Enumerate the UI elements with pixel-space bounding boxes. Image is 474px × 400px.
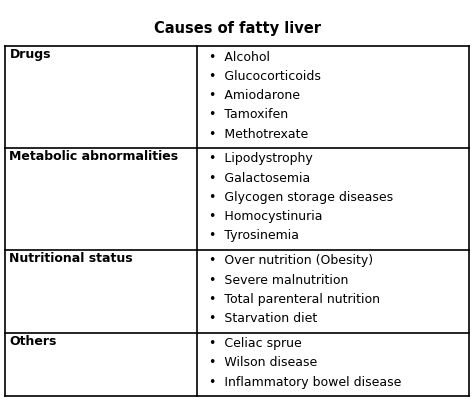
Text: Causes of fatty liver: Causes of fatty liver bbox=[154, 22, 320, 36]
Text: Metabolic abnormalities: Metabolic abnormalities bbox=[9, 150, 179, 163]
Text: •  Over nutrition (Obesity): • Over nutrition (Obesity) bbox=[209, 254, 373, 268]
Text: Others: Others bbox=[9, 335, 57, 348]
Text: •  Glycogen storage diseases: • Glycogen storage diseases bbox=[209, 191, 392, 204]
Text: Drugs: Drugs bbox=[9, 48, 51, 61]
Text: •  Glucocorticoids: • Glucocorticoids bbox=[209, 70, 320, 83]
Text: •  Starvation diet: • Starvation diet bbox=[209, 312, 317, 325]
Text: •  Homocystinuria: • Homocystinuria bbox=[209, 210, 322, 223]
Text: •  Lipodystrophy: • Lipodystrophy bbox=[209, 152, 312, 166]
Text: •  Severe malnutrition: • Severe malnutrition bbox=[209, 274, 348, 287]
Text: •  Alcohol: • Alcohol bbox=[209, 50, 270, 64]
Text: •  Total parenteral nutrition: • Total parenteral nutrition bbox=[209, 293, 380, 306]
Text: •  Wilson disease: • Wilson disease bbox=[209, 356, 317, 369]
Text: •  Inflammatory bowel disease: • Inflammatory bowel disease bbox=[209, 376, 401, 388]
Text: •  Methotrexate: • Methotrexate bbox=[209, 128, 308, 140]
Text: •  Celiac sprue: • Celiac sprue bbox=[209, 337, 301, 350]
Text: •  Tamoxifen: • Tamoxifen bbox=[209, 108, 288, 121]
Text: Nutritional status: Nutritional status bbox=[9, 252, 133, 265]
Text: •  Tyrosinemia: • Tyrosinemia bbox=[209, 230, 299, 242]
Text: •  Galactosemia: • Galactosemia bbox=[209, 172, 310, 185]
Text: •  Amiodarone: • Amiodarone bbox=[209, 89, 300, 102]
